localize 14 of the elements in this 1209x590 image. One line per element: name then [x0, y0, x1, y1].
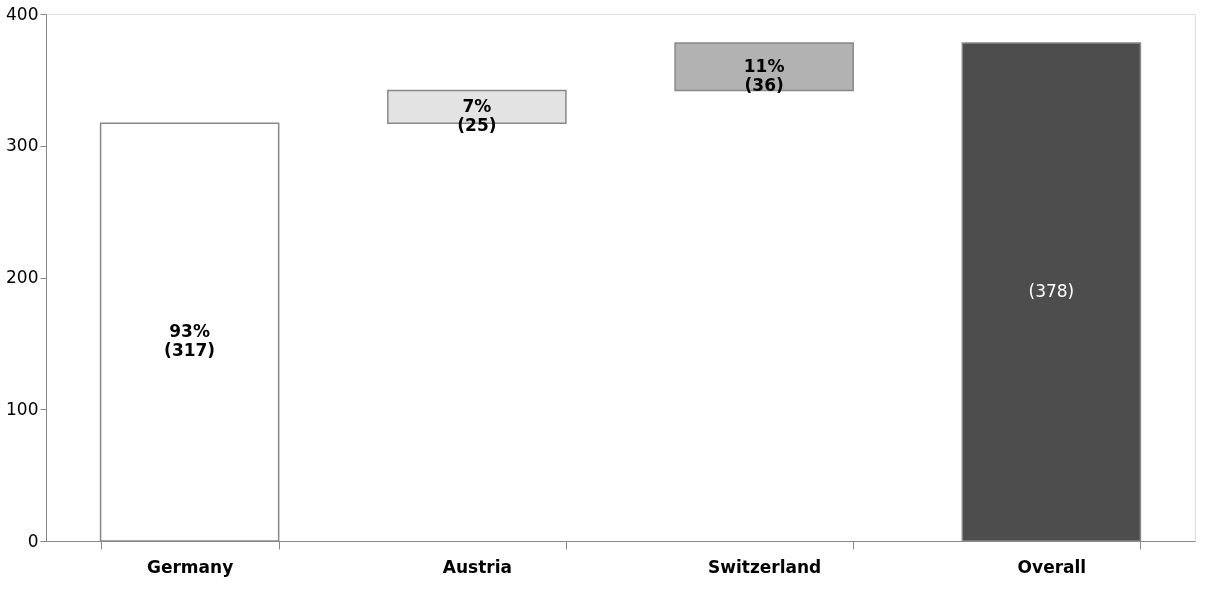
data-label: 7% (25) — [457, 95, 497, 135]
y-tick-label: 300 — [6, 135, 39, 156]
y-tick-label: 200 — [6, 267, 39, 287]
y-tick-label: 0 — [27, 530, 39, 551]
x-tick-label: Germany — [147, 556, 234, 577]
bar — [674, 42, 854, 92]
y-tick-label: 100 — [6, 398, 39, 419]
data-label: 93% (317) — [164, 321, 216, 361]
data-label: (378) — [1028, 280, 1075, 301]
x-tick-label: Austria — [442, 556, 512, 577]
y-tick-label: 400 — [6, 3, 39, 24]
x-tick-label: Switzerland — [707, 556, 822, 577]
x-tick-label: Overall — [1017, 556, 1087, 577]
data-label: 11% (36) — [743, 55, 785, 95]
